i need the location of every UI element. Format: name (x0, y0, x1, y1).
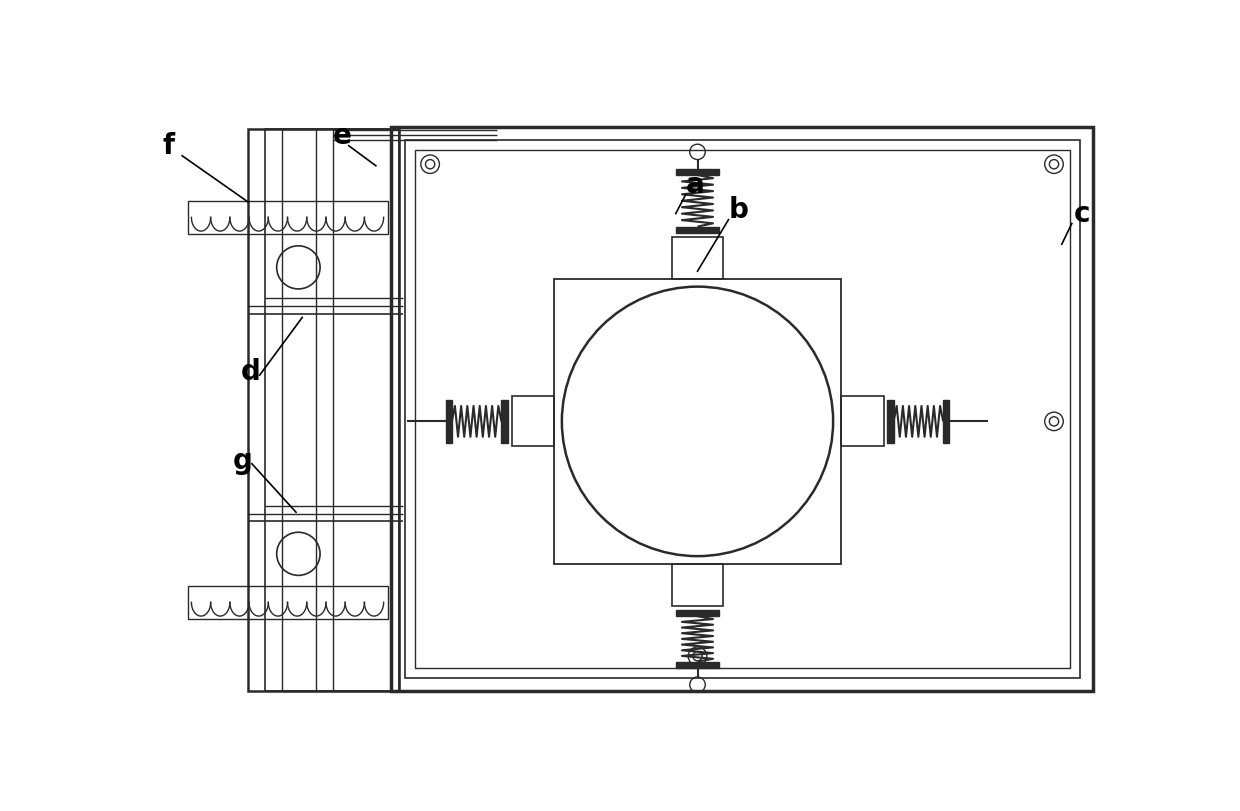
Bar (676, 227, 719, 234)
Bar (672, 238, 723, 280)
Bar (392, 128, 1092, 691)
Bar (187, 586, 387, 619)
Bar (501, 401, 507, 443)
Text: d: d (241, 358, 260, 385)
Text: f: f (162, 132, 175, 161)
Bar (414, 151, 1069, 668)
Bar (841, 397, 883, 447)
Bar (672, 564, 723, 607)
Bar (676, 610, 719, 616)
Text: e: e (334, 122, 352, 149)
Bar (445, 401, 451, 443)
Bar (187, 202, 387, 234)
Bar (944, 401, 950, 443)
Bar (265, 130, 399, 691)
Text: c: c (1074, 200, 1090, 228)
Bar (512, 397, 554, 447)
Text: b: b (729, 196, 749, 224)
Text: a: a (686, 170, 704, 199)
Bar (248, 130, 399, 691)
Bar (404, 141, 1080, 678)
Bar (676, 169, 719, 176)
Text: g: g (233, 446, 253, 474)
Bar (554, 280, 841, 564)
Bar (888, 401, 894, 443)
Bar (283, 130, 399, 691)
Bar (676, 662, 719, 668)
